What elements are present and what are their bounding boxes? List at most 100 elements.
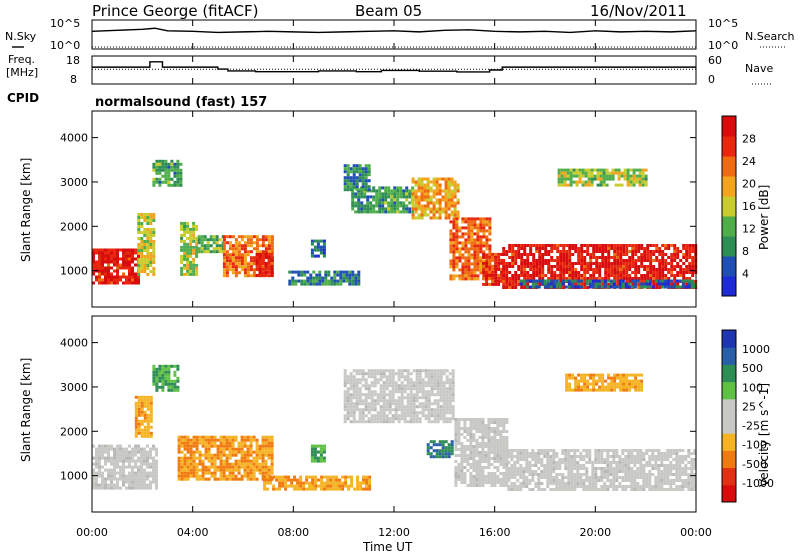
data-cell xyxy=(183,266,187,270)
data-cell xyxy=(352,167,356,171)
data-cell xyxy=(583,277,587,280)
data-cell xyxy=(594,476,598,479)
data-cell xyxy=(482,232,486,236)
data-cell xyxy=(98,468,101,472)
data-cell xyxy=(341,481,345,485)
data-cell xyxy=(98,450,101,454)
data-cell xyxy=(234,438,238,442)
data-cell xyxy=(685,250,689,253)
data-cell xyxy=(444,449,448,453)
data-cell xyxy=(646,265,650,268)
data-cell xyxy=(499,481,503,484)
data-cell xyxy=(146,477,149,481)
data-cell xyxy=(581,183,585,187)
data-cell xyxy=(376,393,380,397)
data-cell xyxy=(204,471,208,475)
data-cell xyxy=(579,482,583,485)
data-cell xyxy=(352,402,356,406)
data-cell xyxy=(362,478,366,482)
data-cell xyxy=(475,430,479,433)
data-cell xyxy=(487,448,491,451)
data-cell xyxy=(563,168,567,172)
data-cell xyxy=(140,213,144,216)
data-cell xyxy=(526,283,530,286)
n-sky-tick-top: 10^5 xyxy=(50,17,80,30)
data-cell xyxy=(405,207,409,211)
data-cell xyxy=(600,458,604,461)
data-cell xyxy=(499,430,503,433)
data-cell xyxy=(255,244,259,248)
data-cell xyxy=(397,417,401,421)
data-cell xyxy=(523,247,527,250)
data-cell xyxy=(296,487,300,491)
data-cell xyxy=(376,396,380,400)
data-cell xyxy=(585,485,589,488)
data-cell xyxy=(278,487,282,491)
data-cell xyxy=(219,435,223,439)
data-cell xyxy=(430,402,434,406)
data-cell xyxy=(258,468,262,472)
data-cell xyxy=(643,277,647,280)
data-cell xyxy=(92,444,95,448)
data-cell xyxy=(569,183,573,187)
data-cell xyxy=(450,201,454,205)
data-cell xyxy=(322,456,326,460)
data-cell xyxy=(517,283,521,286)
data-cell xyxy=(98,459,101,463)
data-cell xyxy=(511,274,515,277)
data-cell xyxy=(385,384,389,388)
data-cell xyxy=(578,177,582,181)
data-cell xyxy=(445,420,449,424)
data-cell xyxy=(131,477,134,481)
data-cell xyxy=(473,262,477,266)
data-cell xyxy=(134,410,138,414)
data-cell xyxy=(546,455,550,458)
data-cell xyxy=(601,259,605,262)
data-cell xyxy=(218,244,222,248)
data-cell xyxy=(405,198,409,202)
data-cell xyxy=(263,484,267,488)
data-cell xyxy=(435,183,439,187)
data-cell xyxy=(455,262,459,266)
data-cell xyxy=(405,204,409,208)
data-cell xyxy=(591,479,595,482)
data-cell xyxy=(382,417,386,421)
data-cell xyxy=(417,216,421,220)
data-cell xyxy=(352,408,356,412)
data-cell xyxy=(670,274,674,277)
data-cell xyxy=(213,474,217,478)
data-cell xyxy=(417,195,421,199)
data-cell xyxy=(385,408,389,412)
data-cell xyxy=(604,244,608,247)
data-cell xyxy=(128,474,131,478)
data-cell xyxy=(189,471,193,475)
data-cell xyxy=(519,476,523,479)
data-cell xyxy=(574,268,578,271)
data-cell xyxy=(488,229,492,233)
data-cell xyxy=(140,474,143,478)
data-cell xyxy=(228,244,232,248)
data-cell xyxy=(367,396,371,400)
data-cell xyxy=(335,484,339,488)
data-cell xyxy=(448,396,452,400)
data-cell xyxy=(523,262,527,265)
data-cell xyxy=(146,471,149,475)
data-cell xyxy=(645,282,649,286)
data-cell xyxy=(601,250,605,253)
data-cell xyxy=(546,464,550,467)
data-cell xyxy=(528,464,532,467)
data-cell xyxy=(563,177,567,181)
data-cell xyxy=(444,186,448,190)
data-cell xyxy=(544,247,548,250)
data-cell xyxy=(267,453,271,457)
data-cell xyxy=(240,441,244,445)
data-cell xyxy=(466,457,470,460)
data-cell xyxy=(472,421,476,424)
data-cell xyxy=(688,271,692,274)
data-cell xyxy=(544,274,548,277)
data-cell xyxy=(231,271,235,275)
data-cell xyxy=(436,414,440,418)
data-cell xyxy=(131,459,134,463)
data-cell xyxy=(406,414,410,418)
data-cell xyxy=(505,262,509,265)
